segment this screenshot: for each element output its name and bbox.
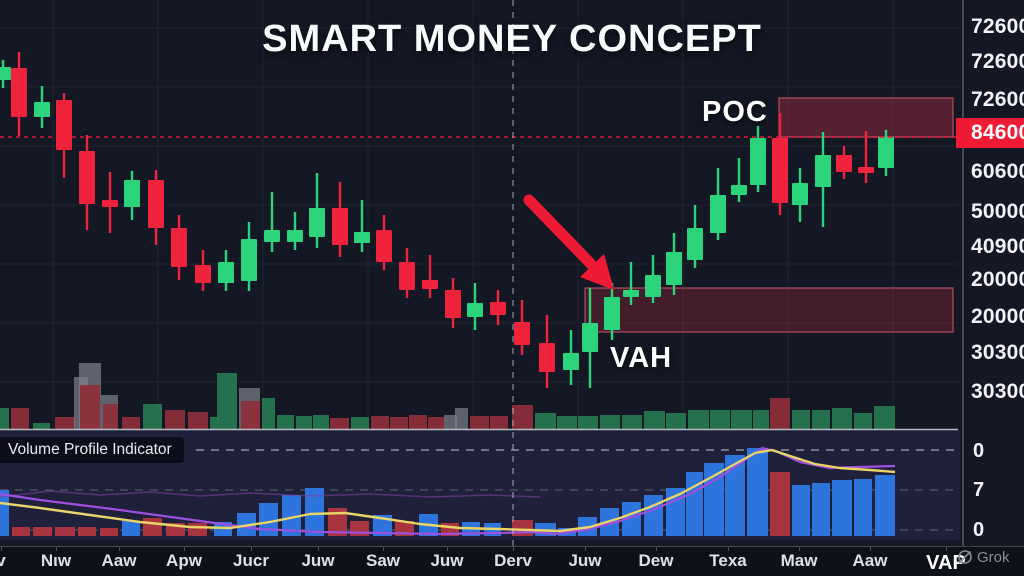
time-tick-mark [447, 547, 448, 551]
grok-logo-icon [958, 550, 972, 564]
time-tick-mark [119, 547, 120, 551]
time-axis-label: Aaw [852, 551, 888, 570]
time-tick-mark [184, 547, 185, 551]
time-axis-label: Juw [568, 551, 602, 570]
time-tick-mark [383, 547, 384, 551]
time-tick-mark [728, 547, 729, 551]
time-axis-label: Aaw [101, 551, 137, 570]
time-axis-label: Apw [166, 551, 202, 570]
grok-watermark: Grok [957, 547, 1010, 567]
time-axis-label: Nιw [40, 551, 72, 570]
time-axis-label: Derv [494, 551, 532, 570]
time-tick-mark [513, 547, 514, 551]
time-axis-label: v [0, 551, 6, 570]
time-axis-label: VAP [926, 552, 966, 574]
time-tick-mark [56, 547, 57, 551]
time-axis-label: Juw [301, 551, 335, 570]
time-tick-mark [585, 547, 586, 551]
time-axis-label: Juw [430, 551, 464, 570]
time-tick-mark [870, 547, 871, 551]
time-axis-label: Jucr [233, 551, 269, 570]
grok-watermark-label: Grok [977, 548, 1010, 566]
time-axis[interactable]: v Nιw Aaw Apw Jucr Juw Saw Juw Derv Juw Dew Texa Maw… [0, 546, 1024, 576]
time-tick-mark [799, 547, 800, 551]
time-axis-label: Texa [709, 551, 747, 570]
time-axis-label: Saw [365, 551, 401, 570]
time-tick-mark [251, 547, 252, 551]
time-axis-label: Maw [780, 551, 818, 570]
time-tick-mark [318, 547, 319, 551]
time-axis-label: Dew [638, 551, 674, 570]
time-tick-mark [656, 547, 657, 551]
time-tick-mark [1, 547, 2, 551]
time-tick-mark [946, 547, 947, 551]
